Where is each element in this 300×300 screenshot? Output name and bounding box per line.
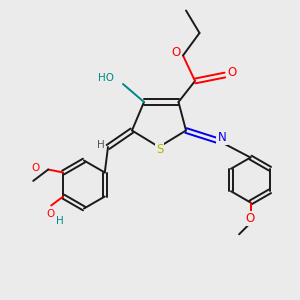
Text: H: H [56,215,64,226]
Text: O: O [172,46,181,59]
Text: N: N [218,131,226,144]
Text: HO: HO [98,73,114,83]
Text: O: O [227,65,236,79]
Text: O: O [31,163,39,173]
Text: S: S [156,143,163,156]
Text: O: O [246,212,255,225]
Text: H: H [97,140,104,150]
Text: O: O [46,209,54,219]
